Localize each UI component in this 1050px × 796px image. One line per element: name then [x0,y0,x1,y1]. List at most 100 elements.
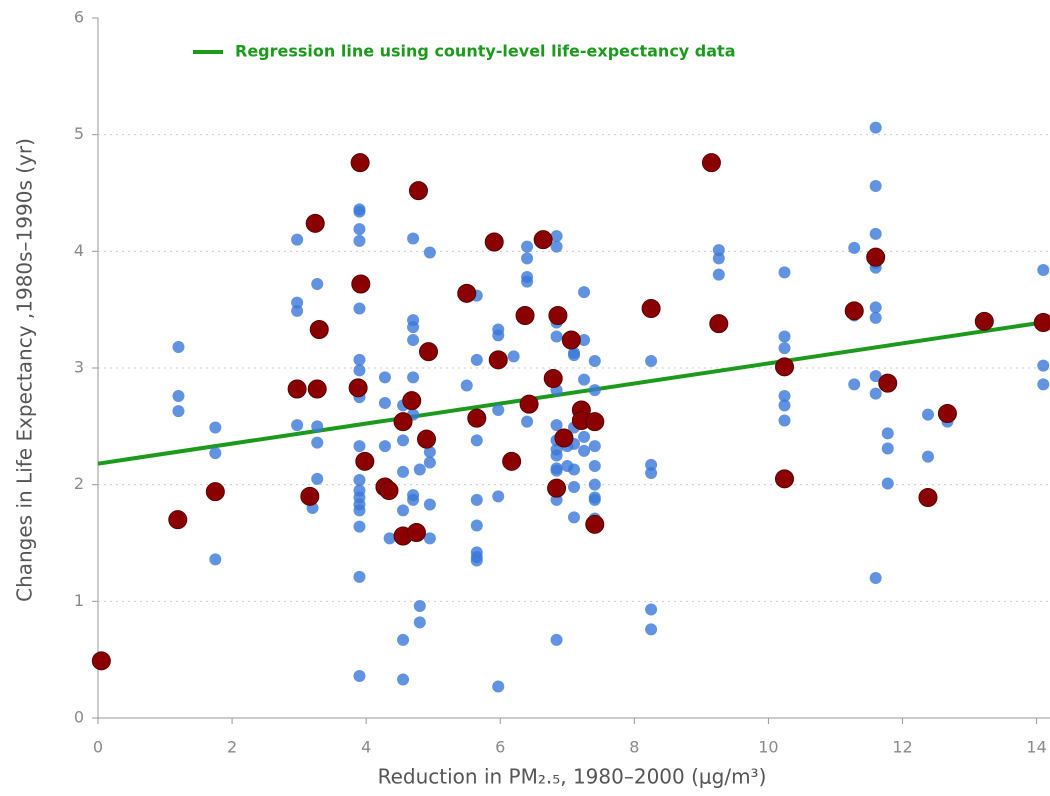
point [778,414,791,427]
point [378,397,391,409]
point [209,447,222,460]
legend-label: Regression line using county-level life-… [235,42,736,61]
point [397,633,410,646]
point [423,246,436,259]
large-point [205,482,225,502]
point [869,227,882,240]
point [550,240,563,253]
point [778,399,791,412]
regression-line [97,319,1050,466]
large-point [168,510,188,530]
point [869,387,882,400]
point [588,440,601,453]
point [397,434,410,447]
point [507,350,520,363]
large-point [402,391,422,411]
large-point [974,311,994,331]
point [568,346,580,359]
large-point [393,412,413,432]
point [869,301,882,314]
point [869,180,882,192]
y-tick-label: 6 [74,8,84,27]
point [578,444,591,457]
point [881,477,894,490]
y-tick-label: 4 [74,241,84,260]
large-point [701,153,721,173]
large-point [350,153,370,173]
large-point [709,314,729,334]
point [521,252,534,265]
point [521,240,534,253]
point [209,553,222,566]
point [407,493,420,506]
point [848,241,861,254]
large-point [287,379,307,399]
point [550,464,563,477]
point [869,370,882,383]
x-tick-label: 6 [495,738,505,757]
point [645,355,658,367]
x-tick-label: 12 [892,738,912,757]
point [311,436,324,449]
large-point [419,342,439,362]
point [353,364,366,377]
point [881,442,894,455]
point [470,434,483,447]
x-axis-title: Reduction in PM₂.₅, 1980–2000 (μg/m³) [378,765,767,789]
large-point [554,428,574,448]
large-point [351,274,371,294]
point [353,223,366,236]
point [550,230,563,243]
point [172,341,185,353]
large-point [488,350,508,370]
large-point [548,306,568,325]
point [378,371,391,384]
point [578,373,591,386]
large-point [300,486,320,506]
x-tick-label: 4 [361,738,371,757]
point [521,275,534,288]
x-tick-label: 2 [227,738,237,757]
point [413,616,426,629]
large-point [1033,313,1050,332]
point [311,278,324,290]
point [921,408,934,421]
point [460,379,473,392]
point [397,673,410,686]
x-tick-label: 0 [93,738,103,757]
point [353,353,366,366]
point [869,311,882,324]
point [172,390,185,402]
point [397,504,410,517]
point [407,371,420,384]
y-tick-label: 0 [74,708,84,727]
point [311,420,324,433]
large-point [91,651,111,671]
point [778,330,791,343]
point [291,419,304,432]
point [578,286,591,299]
large-point [585,412,605,432]
point [383,532,396,545]
point [550,419,563,432]
point [353,234,366,247]
x-tick-label: 10 [758,738,778,757]
large-point [775,357,795,377]
point [848,378,861,391]
point [172,405,185,418]
large-point [918,488,938,507]
large-point [561,330,581,350]
point [588,460,601,472]
point [568,463,580,476]
point [645,623,658,636]
point [413,600,426,612]
point [470,519,483,532]
large-point [844,301,864,321]
point [291,304,304,317]
point [645,467,658,479]
point [423,446,436,458]
point [578,430,591,443]
large-point [519,394,539,414]
large-point [379,481,399,500]
